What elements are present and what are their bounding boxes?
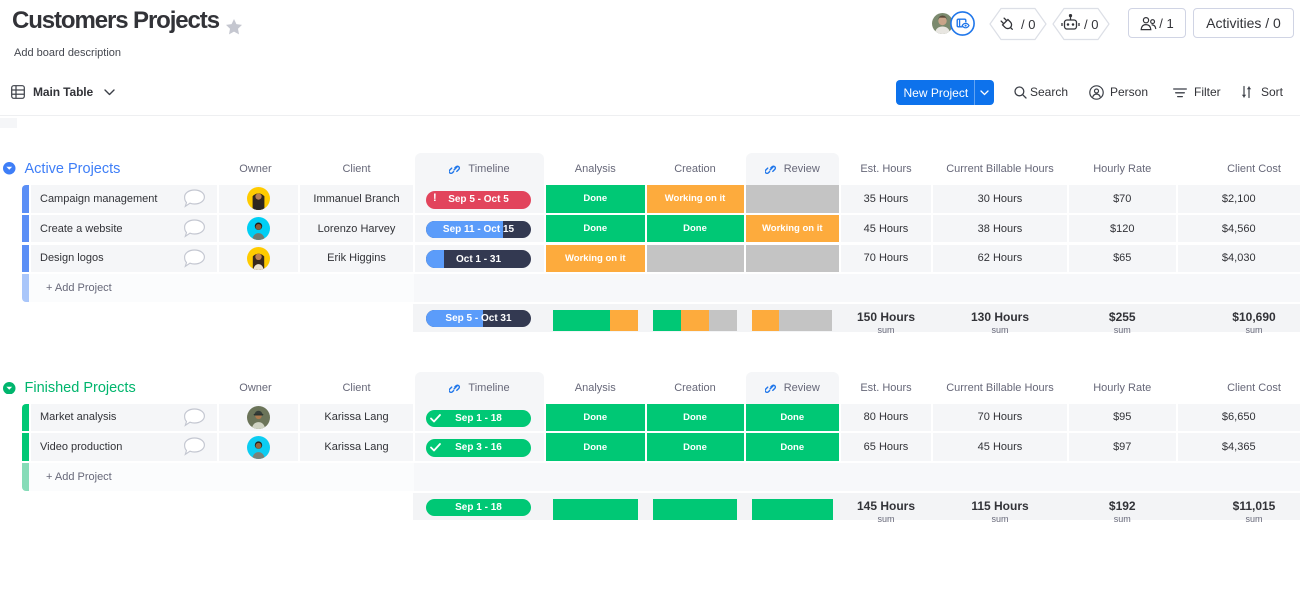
svg-text:/ 0: / 0 — [1021, 17, 1035, 32]
svg-text:/ 0: / 0 — [1084, 17, 1098, 32]
